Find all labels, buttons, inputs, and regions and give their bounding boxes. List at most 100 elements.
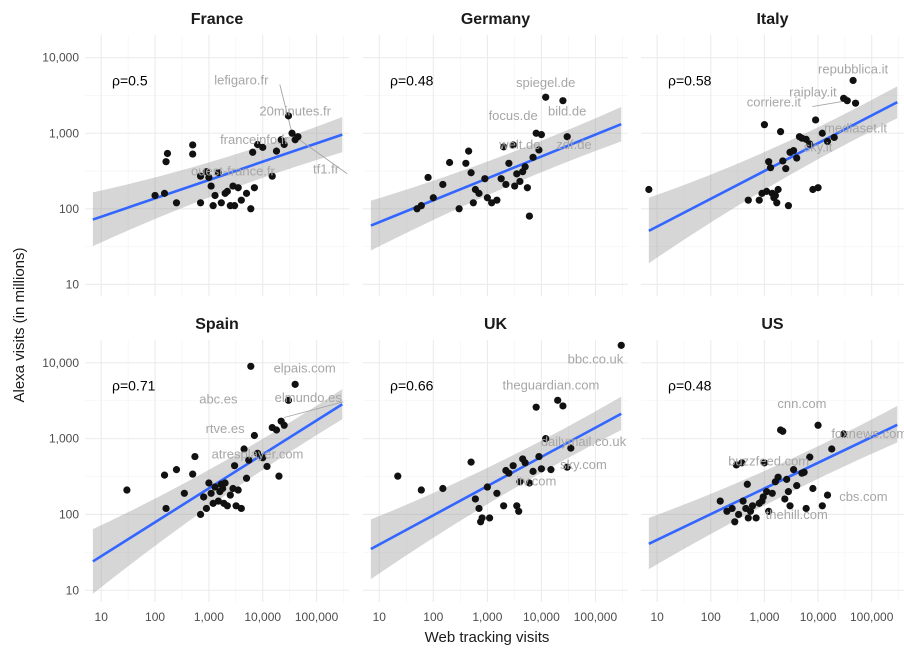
x-tick-label: 100,000 [850, 610, 894, 624]
panel-title: Germany [461, 11, 530, 28]
data-point [774, 473, 782, 481]
data-point [196, 172, 205, 180]
data-point [849, 76, 857, 85]
axis-layer: 10 100 1,000 10,000 10 100 1,000 10,000 10 100 1,0… [42, 51, 893, 624]
y-tick-label: 10,000 [42, 51, 79, 65]
x-tick-label: 100 [701, 610, 721, 624]
panel-background [641, 340, 904, 602]
data-point [417, 202, 425, 210]
data-point [806, 140, 814, 148]
data-point [417, 486, 425, 494]
data-point [806, 453, 814, 461]
site-label: bild.de [548, 103, 586, 118]
data-point [505, 469, 513, 477]
regression-line [92, 403, 343, 563]
panel-germany: Germany spiegel.de bild.de focus.de welt.de z… [363, 11, 628, 296]
data-point [760, 121, 769, 129]
site-label: atresplayer.com [212, 446, 304, 461]
data-point [214, 169, 222, 177]
data-point [217, 199, 225, 207]
data-point [515, 507, 523, 515]
data-point [786, 502, 794, 510]
data-point [207, 489, 215, 497]
panel-background [363, 35, 628, 296]
data-point [744, 196, 752, 204]
data-point [240, 445, 248, 453]
site-label: corriere.it [747, 95, 802, 110]
data-point [812, 116, 820, 124]
data-point [738, 459, 746, 467]
panel-us: US cnn.com foxnews.com buzzfeed.com cbs.com t… [641, 316, 904, 602]
site-label: cnn.com [777, 396, 826, 411]
data-point [394, 472, 402, 480]
data-point [247, 205, 255, 213]
data-point [759, 493, 767, 501]
data-point [513, 170, 521, 178]
data-point [223, 502, 231, 510]
data-point [211, 483, 219, 491]
confidence-band [92, 117, 343, 247]
site-label: spiegel.de [516, 75, 575, 90]
data-point [291, 380, 299, 388]
data-point [537, 130, 546, 139]
data-point [748, 502, 757, 510]
regression-line [370, 122, 622, 227]
data-point [716, 497, 724, 505]
site-label: sky.it [804, 139, 833, 154]
panel-title: France [191, 11, 244, 28]
data-point [776, 128, 785, 136]
x-tick-label: 1,000 [194, 610, 224, 624]
data-point [768, 489, 776, 497]
data-point [521, 459, 529, 467]
site-label: dailymail.co.uk [541, 434, 627, 449]
data-point [163, 149, 172, 158]
data-point [790, 146, 798, 155]
data-point [734, 510, 743, 519]
data-point [211, 191, 219, 200]
data-point [242, 474, 251, 482]
correlation-label: ρ=0.5 [112, 72, 148, 88]
y-tick-label: 100 [59, 507, 79, 521]
panel-background [85, 35, 349, 296]
data-point [535, 452, 543, 461]
label-leader-line [812, 100, 848, 107]
data-point [509, 462, 517, 470]
y-tick-label: 100 [59, 202, 79, 216]
data-point [525, 479, 534, 487]
panel-title: UK [484, 316, 508, 333]
data-point [525, 212, 534, 220]
label-leader-line [294, 136, 348, 174]
data-point [851, 99, 860, 107]
site-label: tf1.fr [313, 162, 340, 177]
data-point [784, 488, 793, 496]
site-label: itv.com [516, 474, 556, 489]
data-point [455, 205, 463, 213]
x-tick-label: 10 [373, 610, 387, 624]
data-point [516, 478, 524, 486]
panel-title: Italy [756, 11, 788, 28]
data-point [284, 396, 293, 404]
data-point [288, 129, 296, 137]
data-point [559, 97, 567, 105]
confidence-band [648, 86, 898, 264]
site-label: thehill.com [766, 507, 828, 522]
data-point [823, 137, 832, 146]
data-point [294, 133, 302, 141]
site-label: cbs.com [839, 489, 887, 504]
data-point [221, 479, 229, 487]
confidence-band [370, 106, 622, 251]
data-point [529, 153, 537, 161]
data-point [207, 182, 215, 190]
data-point [205, 479, 213, 487]
data-point [521, 163, 529, 171]
data-point [209, 202, 217, 210]
data-point [497, 175, 505, 183]
data-point [731, 518, 739, 526]
data-point [191, 452, 199, 461]
data-point [259, 454, 267, 462]
panel-title: Spain [195, 316, 239, 333]
panel-spain: Spain elpais.com abc.es elmundo.es rtve.es at… [85, 316, 349, 602]
data-point [250, 184, 258, 192]
